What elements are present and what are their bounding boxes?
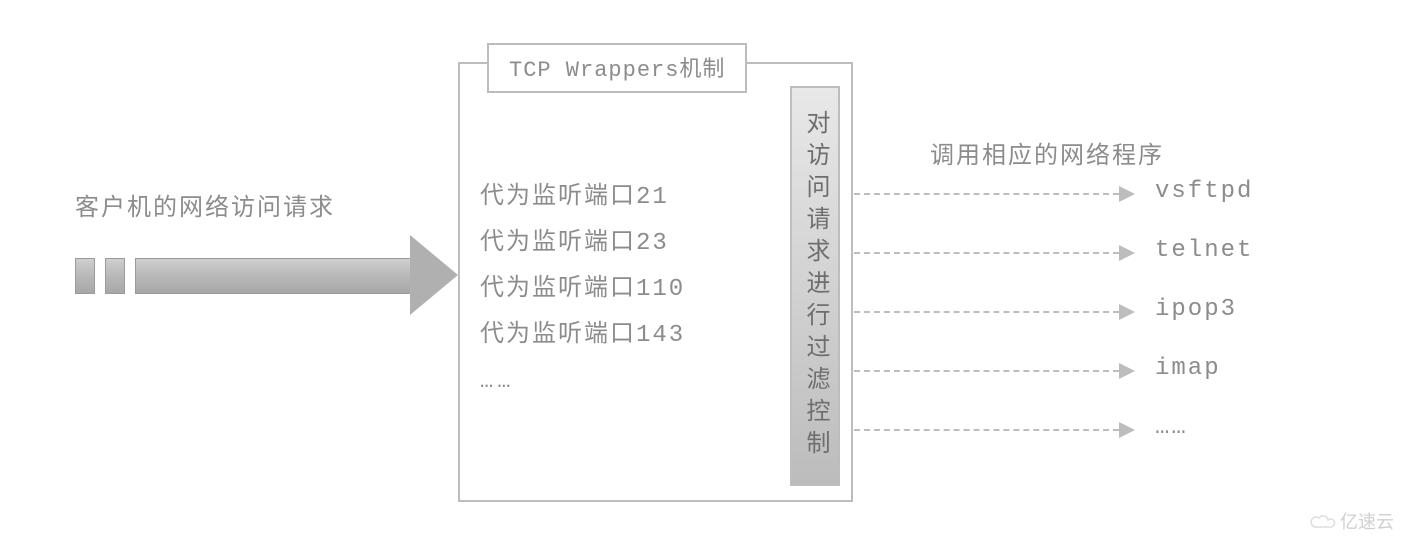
tcp-wrappers-title: TCP Wrappers机制 [487, 43, 747, 93]
service-label: …… [1155, 414, 1188, 441]
invoke-program-label: 调用相应的网络程序 [930, 135, 1164, 170]
service-label: vsftpd [1155, 178, 1253, 205]
output-arrow-head [1119, 422, 1135, 438]
cloud-icon [1310, 512, 1336, 530]
port-line: 代为监听端口110 [480, 267, 685, 313]
watermark: 亿速云 [1310, 508, 1394, 534]
output-arrow-head [1119, 304, 1135, 320]
service-label: imap [1155, 355, 1221, 382]
port-line-more: …… [480, 359, 685, 405]
output-arrow-head [1119, 363, 1135, 379]
output-arrow-head [1119, 245, 1135, 261]
output-arrow-line [854, 311, 1119, 313]
output-arrow-line [854, 429, 1119, 431]
output-arrow-line [854, 193, 1119, 195]
input-arrow-head [410, 235, 458, 315]
port-line: 代为监听端口23 [480, 221, 685, 267]
filter-control-box: 对访问请求进行过滤控制 [790, 86, 840, 486]
watermark-text: 亿速云 [1340, 508, 1394, 534]
output-arrow-head [1119, 186, 1135, 202]
port-line: 代为监听端口21 [480, 175, 685, 221]
input-arrow-dash-1 [75, 258, 95, 294]
port-list: 代为监听端口21 代为监听端口23 代为监听端口110 代为监听端口143 …… [480, 175, 685, 405]
output-arrow-line [854, 370, 1119, 372]
output-arrow-line [854, 252, 1119, 254]
port-line: 代为监听端口143 [480, 313, 685, 359]
filter-control-label: 对访问请求进行过滤控制 [803, 110, 827, 462]
input-arrow-dash-2 [105, 258, 125, 294]
input-arrow-shaft [135, 258, 412, 294]
service-label: ipop3 [1155, 296, 1237, 323]
client-request-label: 客户机的网络访问请求 [75, 187, 335, 222]
service-label: telnet [1155, 237, 1253, 264]
